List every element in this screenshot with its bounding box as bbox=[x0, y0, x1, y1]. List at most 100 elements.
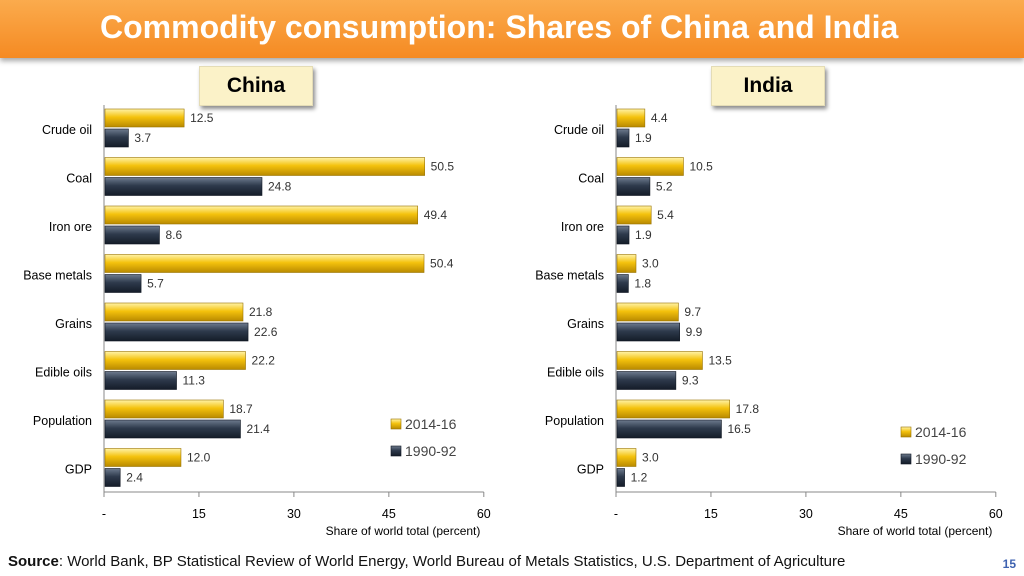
source-note: Source: World Bank, BP Statistical Revie… bbox=[8, 553, 845, 570]
china-category-label: Base metals bbox=[23, 269, 92, 283]
india-x-tick-label: 60 bbox=[989, 507, 1003, 521]
china-bar-1990 bbox=[104, 419, 241, 439]
india-legend-swatch-2014 bbox=[900, 426, 912, 438]
china-bar-1990 bbox=[104, 274, 142, 293]
china-category-label: Edible oils bbox=[35, 366, 92, 380]
china-value-label-2014: 50.5 bbox=[431, 160, 455, 174]
india-value-label-1990: 9.3 bbox=[682, 374, 699, 388]
china-value-label-1990: 8.6 bbox=[165, 228, 182, 242]
china-value-label-2014: 12.5 bbox=[190, 111, 214, 125]
india-value-label-1990: 1.9 bbox=[635, 228, 652, 242]
china-bar-1990 bbox=[104, 371, 177, 390]
china-bar-2014 bbox=[104, 254, 425, 273]
india-bar-2014 bbox=[616, 205, 652, 225]
china-category-label: Iron ore bbox=[49, 220, 92, 234]
china-x-tick-label: 45 bbox=[382, 507, 396, 521]
india-category-label: Edible oils bbox=[547, 366, 604, 380]
india-bar-2014 bbox=[616, 302, 679, 322]
china-category-label: Grains bbox=[55, 317, 92, 331]
india-bar-1990 bbox=[616, 128, 630, 148]
india-value-label-2014: 4.4 bbox=[651, 111, 668, 125]
india-bar-1990 bbox=[616, 322, 680, 342]
china-value-label-1990: 11.3 bbox=[183, 374, 206, 388]
slide-title: Commodity consumption: Shares of China a… bbox=[100, 9, 899, 45]
china-value-label-2014: 22.2 bbox=[252, 354, 276, 368]
india-value-label-1990: 5.2 bbox=[656, 180, 673, 194]
india-value-label-1990: 1.8 bbox=[634, 277, 651, 291]
india-bar-2014 bbox=[616, 399, 730, 419]
china-bar-2014 bbox=[104, 351, 246, 370]
india-category-label: Coal bbox=[578, 172, 604, 186]
china-value-label-1990: 21.4 bbox=[246, 422, 270, 436]
india-value-label-2014: 10.5 bbox=[689, 160, 713, 174]
india-x-tick-label: 30 bbox=[799, 507, 813, 521]
china-category-label: Population bbox=[33, 414, 92, 428]
china-value-label-1990: 2.4 bbox=[126, 471, 143, 485]
china-chart: Crude oil 12.5 3.7 Coal 50.5 24.8 Iron ore 49.4… bbox=[23, 105, 491, 538]
china-bar-2014 bbox=[104, 108, 185, 128]
china-x-tick-label: 60 bbox=[477, 507, 491, 521]
india-value-label-2014: 5.4 bbox=[657, 208, 674, 222]
china-bar-2014 bbox=[104, 399, 224, 419]
china-value-label-2014: 49.4 bbox=[424, 208, 448, 222]
china-bar-2014 bbox=[104, 205, 419, 225]
india-bar-2014 bbox=[616, 448, 637, 467]
china-value-label-1990: 3.7 bbox=[134, 131, 151, 145]
china-legend-label-2014: 2014-16 bbox=[405, 416, 457, 432]
india-legend-label-1990: 1990-92 bbox=[915, 451, 967, 467]
china-value-label-2014: 12.0 bbox=[187, 451, 211, 465]
china-value-label-2014: 50.4 bbox=[430, 257, 454, 271]
india-bar-1990 bbox=[616, 419, 722, 439]
india-category-label: GDP bbox=[577, 463, 604, 477]
india-value-label-1990: 1.2 bbox=[631, 471, 648, 485]
china-value-label-2014: 21.8 bbox=[249, 305, 273, 319]
india-bar-1990 bbox=[616, 274, 629, 293]
china-bar-2014 bbox=[104, 157, 425, 176]
india-value-label-2014: 3.0 bbox=[642, 257, 659, 271]
china-bar-1990 bbox=[104, 225, 160, 245]
india-chart: Crude oil 4.4 1.9 Coal 10.5 5.2 Iron ore 5.4 1.9… bbox=[535, 105, 1003, 538]
china-bar-1990 bbox=[104, 177, 263, 196]
china-value-label-2014: 18.7 bbox=[229, 402, 253, 416]
china-x-tick-label: 15 bbox=[192, 507, 206, 521]
india-category-label: Crude oil bbox=[554, 123, 604, 137]
india-bar-2014 bbox=[616, 351, 703, 370]
india-bar-1990 bbox=[616, 225, 630, 245]
india-value-label-2014: 3.0 bbox=[642, 451, 659, 465]
india-x-tick-label: - bbox=[614, 507, 618, 521]
china-category-label: GDP bbox=[65, 463, 92, 477]
china-category-label: Crude oil bbox=[42, 123, 92, 137]
china-category-label: Coal bbox=[66, 172, 92, 186]
india-bar-1990 bbox=[616, 371, 677, 390]
india-bar-1990 bbox=[616, 177, 651, 196]
china-value-label-1990: 22.6 bbox=[254, 325, 278, 339]
china-value-label-1990: 24.8 bbox=[268, 180, 292, 194]
china-legend-swatch-1990 bbox=[390, 445, 402, 457]
india-x-axis-title: Share of world total (percent) bbox=[838, 524, 993, 538]
india-legend-swatch-1990 bbox=[900, 453, 912, 465]
india-legend-label-2014: 2014-16 bbox=[915, 424, 967, 440]
page-number: 15 bbox=[1002, 557, 1016, 571]
india-value-label-1990: 16.5 bbox=[727, 422, 751, 436]
india-value-label-2014: 9.7 bbox=[684, 305, 701, 319]
india-bar-1990 bbox=[616, 468, 625, 487]
india-category-label: Population bbox=[545, 414, 604, 428]
china-x-tick-label: 30 bbox=[287, 507, 301, 521]
india-bar-2014 bbox=[616, 157, 684, 176]
china-bar-1990 bbox=[104, 322, 249, 342]
china-legend-label-1990: 1990-92 bbox=[405, 443, 457, 459]
china-x-tick-label: - bbox=[102, 507, 106, 521]
india-value-label-2014: 17.8 bbox=[736, 402, 760, 416]
china-legend-swatch-2014 bbox=[390, 418, 402, 430]
india-x-tick-label: 45 bbox=[894, 507, 908, 521]
india-value-label-1990: 9.9 bbox=[686, 325, 703, 339]
source-text: : World Bank, BP Statistical Review of W… bbox=[58, 553, 846, 570]
china-bar-1990 bbox=[104, 128, 129, 148]
india-category-label: Grains bbox=[567, 317, 604, 331]
india-category-label: Iron ore bbox=[561, 220, 604, 234]
china-value-label-1990: 5.7 bbox=[147, 277, 164, 291]
india-x-tick-label: 15 bbox=[704, 507, 718, 521]
china-panel-label: China bbox=[199, 66, 313, 106]
india-value-label-2014: 13.5 bbox=[708, 354, 732, 368]
china-bar-2014 bbox=[104, 448, 182, 467]
